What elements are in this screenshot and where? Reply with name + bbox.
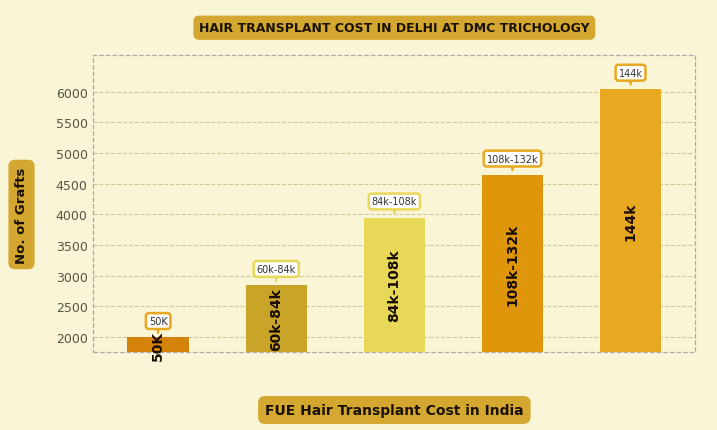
Bar bbox=[482, 175, 543, 430]
Bar bbox=[245, 286, 307, 430]
Text: 144k: 144k bbox=[619, 68, 642, 85]
Text: 50K: 50K bbox=[149, 316, 168, 333]
Text: 84k-108k: 84k-108k bbox=[387, 249, 402, 322]
Text: 108k-132k: 108k-132k bbox=[487, 154, 538, 171]
Text: FUE Hair Transplant Cost in India: FUE Hair Transplant Cost in India bbox=[265, 403, 523, 417]
Text: 144k: 144k bbox=[624, 202, 637, 240]
Text: HAIR TRANSPLANT COST IN DELHI AT DMC TRICHOLOGY: HAIR TRANSPLANT COST IN DELHI AT DMC TRI… bbox=[199, 22, 589, 35]
Text: 60k-84k: 60k-84k bbox=[270, 288, 283, 350]
Text: 84k-108k: 84k-108k bbox=[371, 197, 417, 214]
Bar bbox=[600, 89, 661, 430]
Bar bbox=[364, 218, 425, 430]
Text: No. of Grafts: No. of Grafts bbox=[15, 167, 28, 263]
Bar bbox=[128, 337, 189, 430]
Text: 60k-84k: 60k-84k bbox=[257, 264, 296, 281]
Text: 50K: 50K bbox=[151, 330, 165, 360]
Text: 108k-132k: 108k-132k bbox=[505, 223, 519, 305]
